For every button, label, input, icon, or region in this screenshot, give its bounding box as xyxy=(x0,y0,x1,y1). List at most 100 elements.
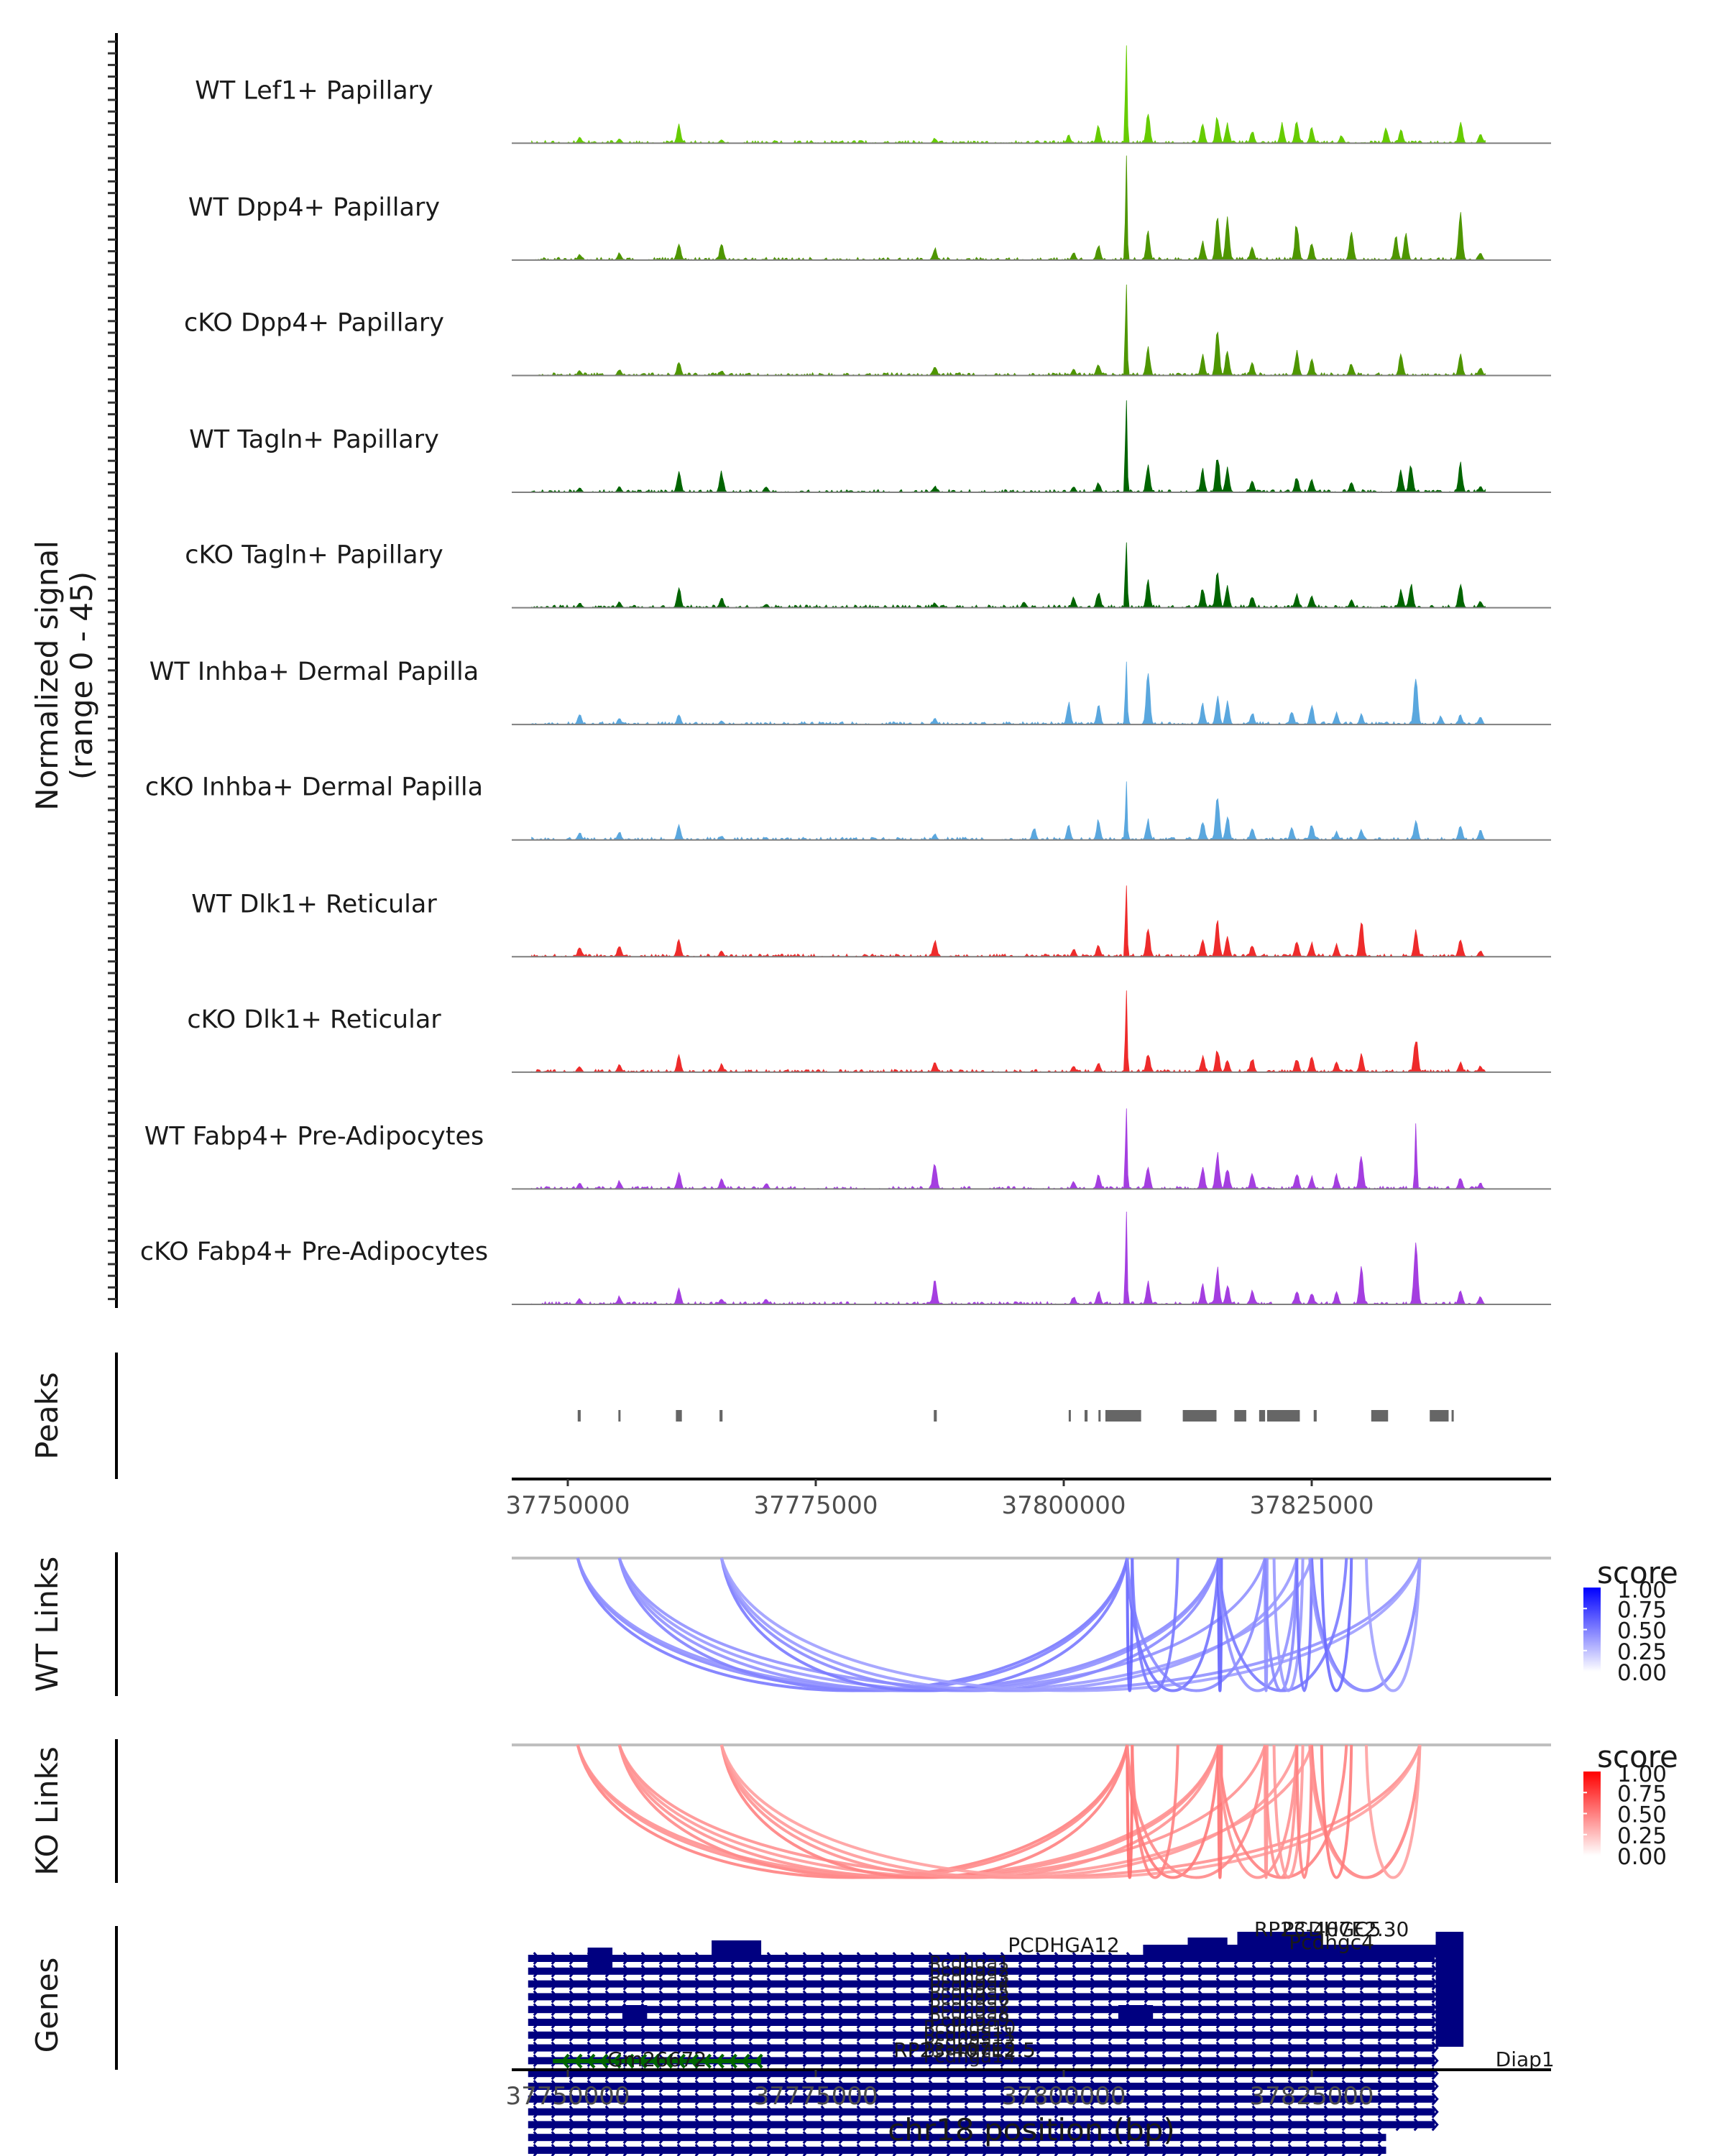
coverage-area xyxy=(531,1108,1486,1190)
strand-arrow-icon xyxy=(1108,2131,1116,2145)
strand-arrow-icon xyxy=(640,2028,648,2042)
strand-arrow-icon xyxy=(1413,1977,1421,1991)
coverage-area xyxy=(531,400,1486,493)
strand-arrow-icon xyxy=(982,2118,990,2132)
coverage-track: cKO Dpp4+ Papillary xyxy=(184,284,1551,377)
gene-transcript xyxy=(528,2147,1386,2154)
strand-arrow-icon xyxy=(1251,2131,1259,2145)
strand-arrow-icon xyxy=(640,1977,648,1991)
strand-arrow-icon xyxy=(1126,2144,1133,2156)
strand-arrow-icon xyxy=(1162,2016,1169,2029)
strand-arrow-icon xyxy=(856,2041,864,2055)
strand-arrow-icon xyxy=(1179,2131,1187,2145)
strand-arrow-icon xyxy=(676,2144,684,2156)
strand-arrow-icon xyxy=(1018,1952,1026,1965)
strand-arrow-icon xyxy=(658,1990,666,2004)
strand-arrow-icon xyxy=(586,2131,594,2145)
strand-arrow-icon xyxy=(748,2144,756,2156)
strand-arrow-icon xyxy=(946,2003,954,2017)
link-arc xyxy=(1131,1557,1179,1692)
strand-arrow-icon xyxy=(1090,1990,1098,2004)
strand-arrow-icon xyxy=(784,2144,792,2156)
strand-arrow-icon xyxy=(658,2028,666,2042)
strand-arrow-icon xyxy=(1323,2131,1331,2145)
strand-arrow-icon xyxy=(622,2131,630,2145)
strand-arrow-icon xyxy=(694,1952,702,1965)
peak-region xyxy=(1451,1410,1454,1422)
strand-arrow-icon xyxy=(694,2041,702,2055)
strand-arrow-icon xyxy=(946,2054,954,2068)
strand-arrow-icon xyxy=(982,2028,990,2042)
link-arc xyxy=(1126,1557,1267,1692)
strand-arrow-icon xyxy=(1018,2080,1026,2093)
strand-arrow-icon xyxy=(892,2003,900,2017)
strand-arrow-icon xyxy=(1413,2105,1421,2119)
strand-arrow-icon xyxy=(551,2131,558,2145)
strand-arrow-icon xyxy=(1126,2118,1133,2132)
gene-transcript xyxy=(528,2134,1386,2142)
strand-arrow-icon xyxy=(694,2092,702,2106)
strand-arrow-icon xyxy=(1269,2028,1277,2042)
strand-arrow-icon xyxy=(1144,1977,1151,1991)
strand-arrow-icon xyxy=(1323,2016,1331,2029)
strand-arrow-icon xyxy=(802,1977,810,1991)
strand-arrow-icon xyxy=(712,2041,720,2055)
strand-arrow-icon xyxy=(1269,1990,1277,2004)
strand-arrow-icon xyxy=(1072,1977,1080,1991)
strand-arrow-icon xyxy=(1269,1977,1277,1991)
strand-arrow-icon xyxy=(712,1990,720,2004)
strand-arrow-icon xyxy=(586,1990,594,2004)
strand-arrow-icon xyxy=(892,1952,900,1965)
strand-arrow-icon xyxy=(1126,2054,1133,2068)
strand-arrow-icon xyxy=(1431,2092,1439,2106)
strand-arrow-icon xyxy=(1179,2016,1187,2029)
gene-label: PCDHGC5 xyxy=(1282,1917,1381,1941)
strand-arrow-icon xyxy=(1233,1977,1241,1991)
strand-arrow-icon xyxy=(856,2028,864,2042)
strand-arrow-icon xyxy=(1305,2131,1313,2145)
strand-arrow-icon xyxy=(1377,2131,1385,2145)
strand-arrow-icon xyxy=(1395,2016,1403,2029)
legend-tick-label: 0.50 xyxy=(1617,1618,1667,1644)
strand-arrow-icon xyxy=(748,2028,756,2042)
strand-arrow-icon xyxy=(1108,2105,1116,2119)
strand-arrow-icon xyxy=(1036,1964,1044,1978)
strand-arrow-icon xyxy=(1000,1990,1008,2004)
strand-arrow-icon xyxy=(1162,1990,1169,2004)
strand-arrow-icon xyxy=(676,1952,684,1965)
strand-arrow-icon xyxy=(676,2003,684,2017)
strand-arrow-icon xyxy=(766,1964,774,1978)
gene-transcript xyxy=(528,2031,1435,2039)
strand-arrow-icon xyxy=(892,2080,900,2093)
gene-label: Diap1 xyxy=(1496,2047,1555,2071)
strand-arrow-icon xyxy=(784,2105,792,2119)
strand-arrow-icon xyxy=(802,2003,810,2017)
strand-arrow-icon xyxy=(533,2041,540,2055)
gene-label-overlap: Pcdhga13 xyxy=(924,2039,1016,2060)
strand-arrow-icon xyxy=(1072,2144,1080,2156)
strand-arrow-icon xyxy=(569,2105,576,2119)
strand-arrow-icon xyxy=(802,2041,810,2055)
strand-arrow-icon xyxy=(1251,2003,1259,2017)
strand-arrow-icon xyxy=(874,1964,882,1978)
strand-arrow-icon xyxy=(1431,2118,1439,2132)
gene-label-overlap: Pcdhga1 xyxy=(929,1953,1010,1974)
strand-arrow-icon xyxy=(1197,1964,1205,1978)
strand-arrow-icon xyxy=(1054,2028,1062,2042)
strand-arrow-icon xyxy=(1162,2028,1169,2042)
strand-arrow-icon xyxy=(640,2041,648,2055)
link-arc xyxy=(1308,1557,1422,1692)
strand-arrow-icon xyxy=(658,2016,666,2029)
strand-arrow-icon xyxy=(1395,1964,1403,1978)
coverage-track-label: WT Inhba+ Dermal Papilla xyxy=(150,658,479,686)
strand-arrow-icon xyxy=(856,2054,864,2068)
strand-arrow-icon xyxy=(838,2054,846,2068)
strand-arrow-icon xyxy=(856,2105,864,2119)
strand-arrow-icon xyxy=(1090,2131,1098,2145)
strand-arrow-icon xyxy=(1197,2054,1205,2068)
strand-arrow-icon xyxy=(1072,2003,1080,2017)
strand-arrow-icon xyxy=(586,2041,594,2055)
strand-arrow-icon xyxy=(1126,2028,1133,2042)
strand-arrow-icon xyxy=(1269,2131,1277,2145)
strand-arrow-icon xyxy=(1197,1977,1205,1991)
